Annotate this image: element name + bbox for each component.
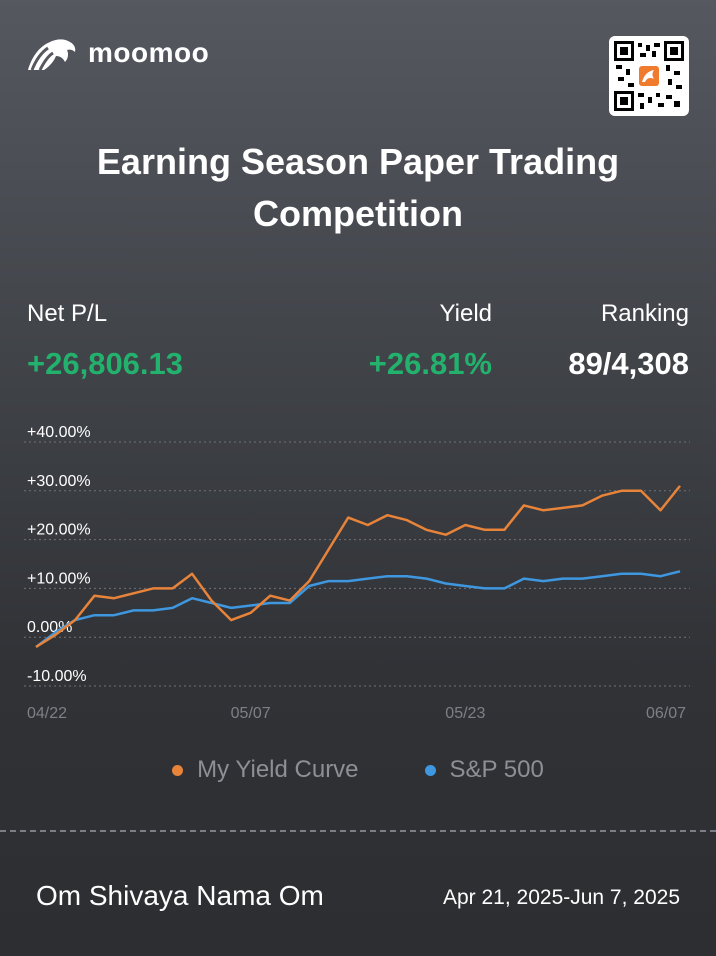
y-tick-label: +10.00% [27,570,91,587]
ranking-value: 89/4,308 [568,346,689,381]
qr-code-icon [614,41,684,111]
qr-code [609,36,689,116]
yield-value: +26.81% [368,346,492,381]
dashed-divider [0,830,716,832]
x-tick-label: 06/07 [646,705,686,722]
legend-item-sp500: S&P 500 [424,756,544,784]
y-tick-label: +30.00% [27,473,91,490]
net-pl-value: +26,806.13 [27,346,184,381]
brand: moomoo [26,34,209,72]
bull-logo-icon [28,39,76,71]
y-tick-label: +20.00% [27,522,91,539]
y-tick-label: -10.00% [27,668,87,685]
orange-dot-icon [172,764,184,776]
x-tick-label: 04/22 [27,705,67,722]
ranking-label: Ranking [600,300,689,327]
x-tick-label: 05/07 [231,705,271,722]
y-tick-label: +40.00% [27,424,91,441]
user-name: Om Shivaya Nama Om [36,880,324,911]
x-tick-label: 05/23 [445,705,485,722]
yield-label: Yield [439,300,492,327]
net-pl-label: Net P/L [27,300,108,327]
yield-chart: +40.00%+30.00%+20.00%+10.00%0.00%-10.00%… [24,424,690,722]
sp500-line [35,570,681,648]
date-range: Apr 21, 2025-Jun 7, 2025 [442,886,680,909]
legend-item-my-yield: My Yield Curve [172,756,359,784]
legend-label-sp500: S&P 500 [449,756,544,783]
brand-name: moomoo [88,37,210,68]
competition-title: Earning Season Paper Trading Competition [96,141,620,234]
my-yield-curve-line [35,485,681,649]
chart-legend: My Yield Curve S&P 500 [0,756,716,784]
blue-dot-icon [424,764,436,776]
legend-label-my-yield: My Yield Curve [197,756,359,783]
